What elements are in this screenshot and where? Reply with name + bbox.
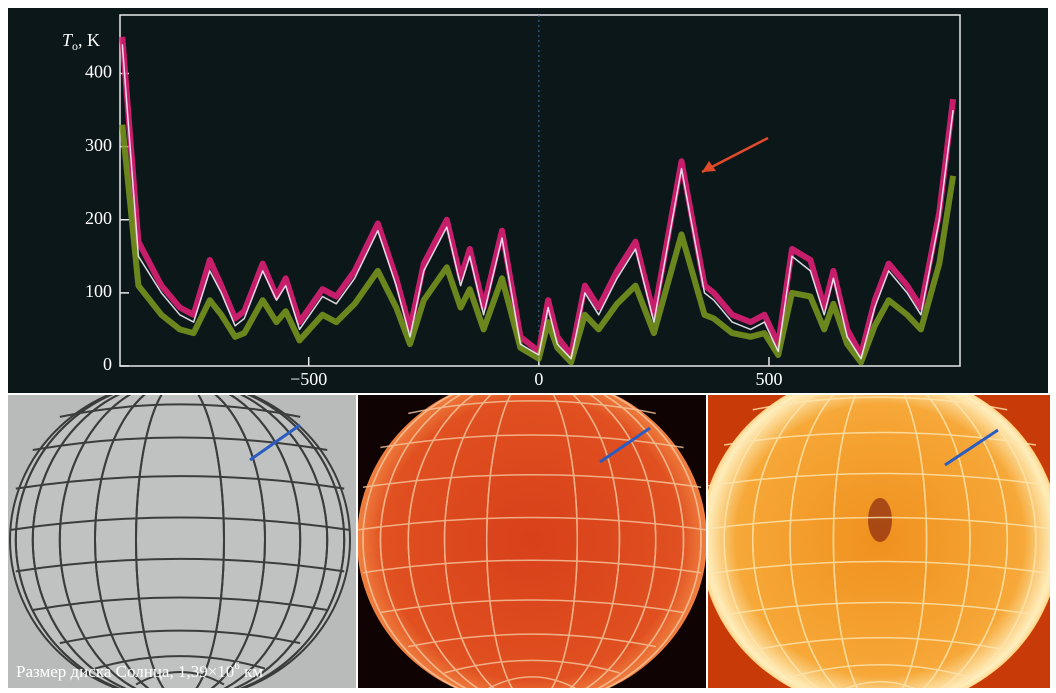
caption: Размер диска Солнца, 1,39×106 км	[16, 660, 263, 681]
y-tick-label: 200	[85, 208, 112, 228]
panel-magnetogram	[8, 363, 356, 688]
y-tick-label: 100	[85, 281, 112, 301]
panel-red	[357, 358, 707, 688]
y-tick-label: 300	[85, 135, 112, 155]
y-tick-label: 0	[103, 354, 112, 374]
figure: To, K 0 100 200 300 400 −500 0 500 Размер диска …	[0, 0, 1056, 688]
y-axis-label-part: , K	[78, 30, 100, 50]
y-axis-label: To, K	[62, 30, 100, 53]
x-tick-label: 500	[755, 369, 782, 389]
y-tick-label: 400	[85, 62, 112, 82]
x-tick-label: −500	[290, 369, 327, 389]
x-tick-label: 0	[534, 369, 543, 389]
panel-orange	[700, 353, 1056, 688]
chart-background	[8, 8, 1048, 393]
